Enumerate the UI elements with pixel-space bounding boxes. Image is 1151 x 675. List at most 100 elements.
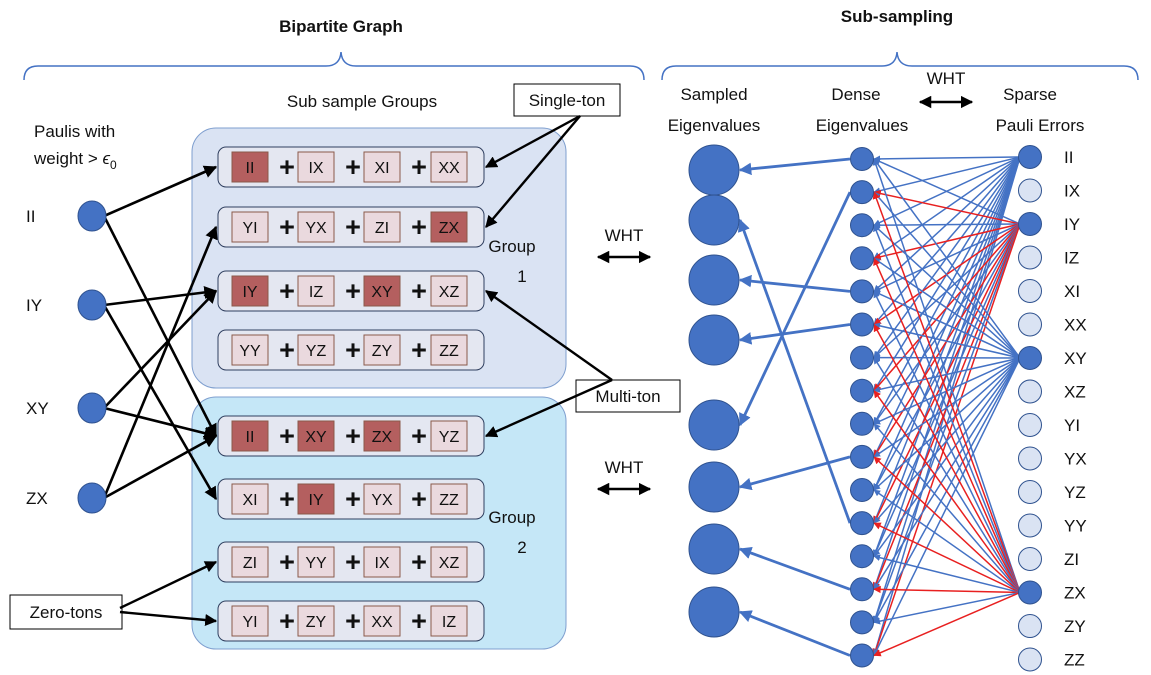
pauli-nodes: II IY XY ZX [26,200,107,514]
sub-sample-row: ZI YY IX XZ + + + [217,541,485,583]
sparse-to-dense-edge [873,522,1021,594]
sparse-pauli-node-active [1018,212,1042,236]
pauli-term [363,546,401,578]
pauli-term [231,483,269,515]
sub-sampling-edges [737,155,1021,657]
sparse-to-dense-edge [873,456,1021,594]
pauli-term-label: IY [242,284,257,301]
dense-to-sampled-edge [738,546,851,591]
zerotons-callout-box [9,594,123,630]
sub-sample-row: XI IY YX ZZ + + + [217,478,485,520]
sparse-to-dense-edge [873,223,1021,261]
sparse-pauli-label: XX [1064,316,1087,335]
pauli-term [297,605,335,637]
sparse-to-dense-edge [873,390,1021,593]
pauli-term-label: XZ [439,284,460,301]
sparse-to-dense-edge [873,221,1021,229]
pauli-node [77,200,107,232]
pauli-term-label: YZ [306,343,327,360]
active-pauli-term [231,151,269,183]
row-container [217,146,485,188]
sparse-to-dense-edge [873,591,1021,625]
sampled-eigenvalues-line1: Sampled [680,85,747,104]
dense-eigenvalue-node [850,213,874,238]
wht-label-top: WHT [927,69,966,88]
plus-sign: + [411,276,427,306]
sparse-to-dense-edge [873,257,1021,359]
plus-sign: + [411,606,427,636]
pauli-term [363,334,401,366]
sampled-eigenvalues-line2: Eigenvalues [668,116,761,135]
dense-eigenvalue-node [850,544,874,569]
sampled-eigenvalue-node [688,314,740,366]
pauli-term [231,334,269,366]
group-2-box [191,396,567,650]
sparse-pauli-node [1018,513,1042,538]
sparse-to-dense-edge [873,189,1021,225]
dense-to-sampled-edge [738,191,852,427]
sparse-to-dense-edge [873,158,1021,225]
dense-to-sampled-edge [738,455,851,491]
bipartite-edge [102,215,218,438]
sparse-pauli-node [1018,178,1042,203]
plus-sign: + [345,335,361,365]
sparse-pauli-label: XI [1064,282,1080,301]
pauli-term [231,211,269,243]
sparse-to-dense-edge [872,158,1021,593]
sparse-pauli-node [1018,379,1042,404]
plus-sign: + [411,484,427,514]
row-container [217,478,485,520]
singleton-callout: Single-ton [529,91,606,110]
sparse-pauli-node [1018,312,1042,337]
dense-eigenvalue-node [850,312,874,337]
plus-sign: + [345,547,361,577]
bipartite-graph-title: Bipartite Graph [279,17,403,36]
dense-eigenvalues-line1: Dense [831,85,880,104]
pauli-node [77,392,107,424]
pauli-term-label: ZI [375,220,389,237]
pauli-term-label: YY [305,555,327,572]
plus-sign: + [345,276,361,306]
dense-eigenvalues-line2: Eigenvalues [816,116,909,135]
group-1-box [191,127,567,389]
pauli-term [363,211,401,243]
pauli-term-label: YX [371,492,393,509]
sub-sample-row: YI YX ZI ZX + + + [217,206,485,248]
pauli-term-label: YI [242,614,257,631]
pauli-term-label: YZ [439,429,460,446]
pauli-term [363,605,401,637]
row-container [217,600,485,642]
pauli-term [231,605,269,637]
sparse-to-dense-edge [873,224,1021,593]
sparse-pauli-label: IY [1064,215,1080,234]
pauli-term [430,483,468,515]
paulis-title-line2: weight > ϵ0 [33,149,117,172]
sparse-pauli-node-active [1018,145,1042,169]
active-pauli-term [363,275,401,307]
sparse-to-dense-edge [872,191,1021,593]
bipartite-edge [103,434,218,500]
plus-sign: + [279,484,295,514]
bipartite-edge [102,225,218,499]
pauli-term-label: XY [305,429,327,446]
pauli-term [363,151,401,183]
plus-sign: + [345,212,361,242]
dense-eigenvalue-node [850,478,874,502]
dense-to-sampled-edge [738,157,851,176]
sparse-to-dense-edge [873,322,1021,359]
active-pauli-term [297,483,335,515]
pauli-node [77,289,107,321]
pauli-term-label: IY [308,492,323,509]
sparse-pauli-node-active [1018,580,1042,605]
pauli-term [430,420,468,452]
plus-sign: + [411,547,427,577]
pauli-term [297,334,335,366]
pauli-term-label: ZX [439,220,460,237]
bipartite-edge [102,304,218,501]
sparse-pauli-node [1018,614,1042,638]
sparse-pauli-node [1018,647,1042,672]
plus-sign: + [411,212,427,242]
sampled-eigenvalue-node [688,194,740,246]
multiton-callout: Multi-ton [595,387,660,406]
